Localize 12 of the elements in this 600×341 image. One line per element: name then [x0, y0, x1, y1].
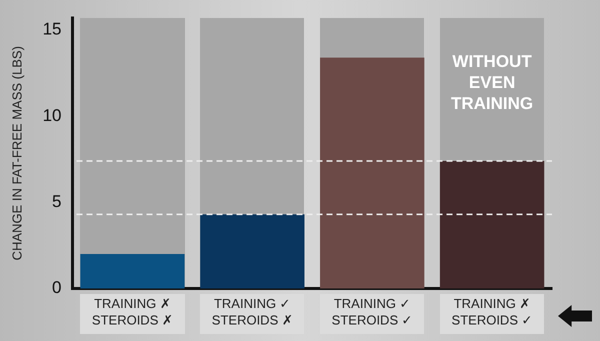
y-tick-label: 0: [52, 278, 62, 298]
y-tick-label: 5: [52, 192, 62, 212]
annotation: WITHOUT EVEN TRAINING: [450, 52, 534, 114]
bar: [200, 214, 304, 288]
x-tick-label: TRAINING ✗ STEROIDS ✗: [92, 296, 173, 328]
x-tick-label: TRAINING ✓ STEROIDS ✗: [212, 296, 293, 328]
x-tick-label: TRAINING ✓ STEROIDS ✓: [332, 296, 413, 328]
y-axis-title: CHANGE IN FAT-FREE MASS (LBS): [9, 46, 24, 260]
y-tick-label: 15: [42, 20, 62, 39]
x-tick-label: TRAINING ✗ STEROIDS ✓: [452, 296, 533, 328]
y-tick-label: 10: [42, 106, 62, 125]
bar: [80, 254, 185, 288]
